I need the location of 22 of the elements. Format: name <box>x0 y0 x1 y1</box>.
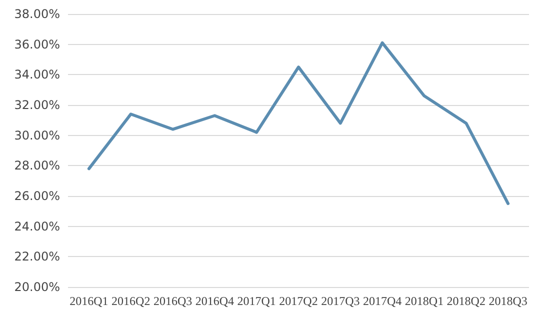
x-tick-label: 2016Q4 <box>195 294 234 308</box>
y-tick-label: 34.00% <box>14 68 60 82</box>
y-tick-label: 28.00% <box>14 158 60 173</box>
y-tick-label: 38.00% <box>14 7 60 21</box>
x-tick-label: 2016Q1 <box>70 294 108 308</box>
x-tick-label: 2016Q3 <box>153 294 192 308</box>
x-tick-label: 2018Q1 <box>404 294 444 308</box>
x-tick-label: 2018Q2 <box>446 294 486 308</box>
x-tick-label: 2017Q1 <box>237 294 276 308</box>
line-series <box>87 41 510 206</box>
y-tick-label: 30.00% <box>14 128 60 142</box>
y-tick-label: 26.00% <box>14 189 60 203</box>
x-tick-label: 2017Q3 <box>321 294 360 308</box>
x-tick-label: 2016Q2 <box>112 294 150 308</box>
y-tick-label: 22.00% <box>14 250 60 264</box>
y-tick-label: 32.00% <box>14 98 60 112</box>
x-tick-label: 2017Q2 <box>279 294 318 308</box>
y-tick-label: 24.00% <box>14 219 60 234</box>
y-tick-label: 36.00% <box>14 37 60 52</box>
x-tick-label: 2018Q3 <box>488 294 528 308</box>
x-tick-label: 2017Q4 <box>362 294 402 308</box>
y-tick-label: 20.00% <box>14 280 60 294</box>
